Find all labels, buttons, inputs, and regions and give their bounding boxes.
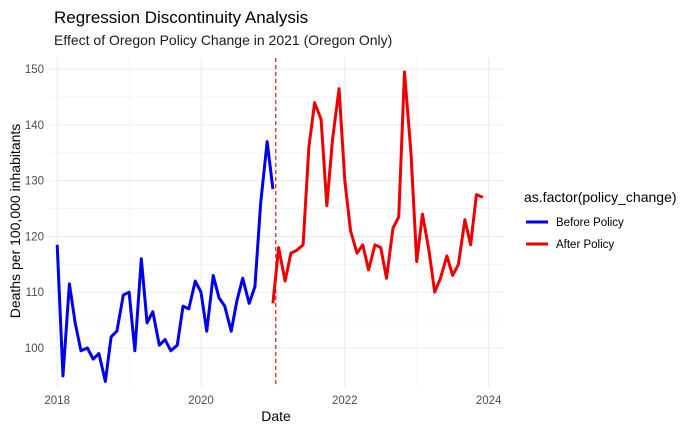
legend-label-after-policy: After Policy <box>556 239 614 251</box>
legend-title: as.factor(policy_change) <box>524 189 677 205</box>
x-tick-label: 2022 <box>332 395 358 407</box>
y-tick-label: 100 <box>25 343 44 355</box>
series-line-after-policy <box>271 70 484 304</box>
chart-title: Regression Discontinuity Analysis <box>54 8 308 27</box>
legend: as.factor(policy_change) Before Policy A… <box>524 189 677 251</box>
series-line-before-policy <box>55 140 275 383</box>
y-tick-label: 130 <box>25 176 44 188</box>
x-tick-label: 2024 <box>476 395 502 407</box>
legend-label-before-policy: Before Policy <box>556 217 624 229</box>
grid-layer <box>50 58 503 387</box>
x-tick-label: 2018 <box>44 395 70 407</box>
y-tick-label: 110 <box>26 287 44 299</box>
y-tick-label: 140 <box>25 120 44 132</box>
y-tick-label: 150 <box>25 64 44 76</box>
series-layer <box>55 70 484 383</box>
x-axis-title: Date <box>261 408 291 424</box>
y-axis-title: Deaths per 100,000 inhabitants <box>7 124 23 319</box>
chart-subtitle: Effect of Oregon Policy Change in 2021 (… <box>54 32 392 48</box>
y-tick-label: 120 <box>25 231 44 243</box>
x-tick-label: 2020 <box>188 395 214 407</box>
tick-layer: 100 110 120 130 140 150 2018 2020 2022 2024 <box>25 64 502 407</box>
